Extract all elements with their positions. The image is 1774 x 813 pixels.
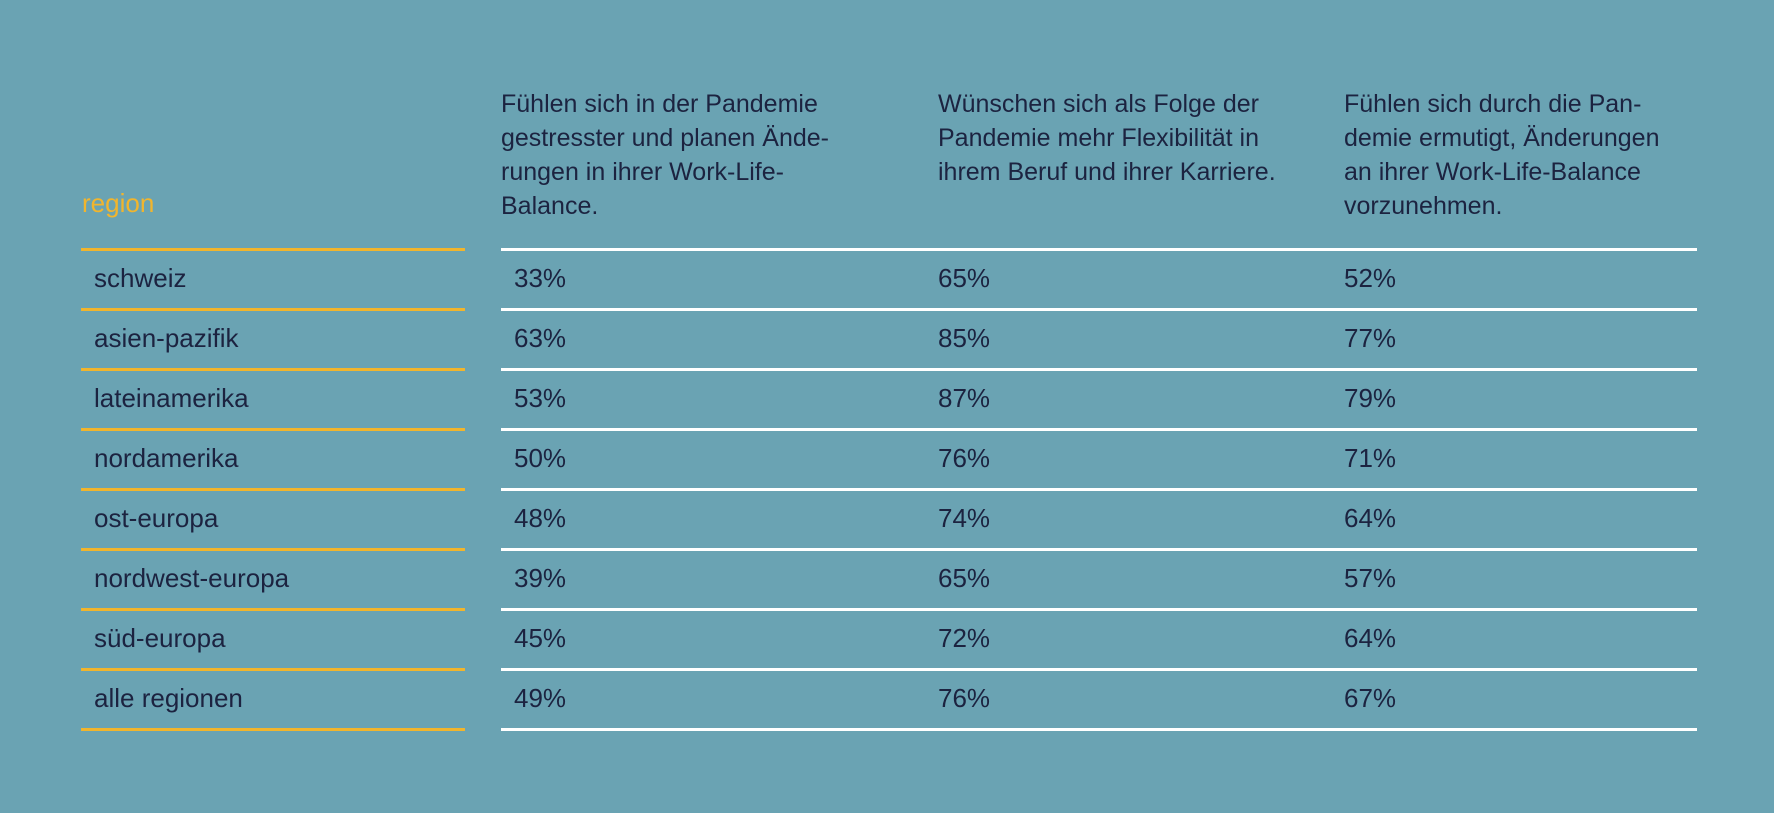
value-cell-col-1: 48% — [514, 503, 567, 533]
value-cell-col-2: 65% — [938, 263, 991, 293]
value-cell-col-2: 76% — [938, 683, 991, 713]
value-cell-col-3: 57% — [1344, 563, 1397, 593]
value-cell-col-3: 79% — [1344, 383, 1397, 413]
row-divider-yellow — [81, 428, 465, 431]
value-cell-col-2: 76% — [938, 443, 991, 473]
row-divider-white — [501, 248, 1697, 251]
value-cell-col-3: 71% — [1344, 443, 1397, 473]
region-label: süd-europa — [94, 623, 226, 653]
row-divider-white — [501, 428, 1697, 431]
value-cell-col-3: 64% — [1344, 503, 1397, 533]
region-label: nordamerika — [94, 443, 239, 473]
row-divider-yellow — [81, 608, 465, 611]
value-cell-col-1: 53% — [514, 383, 567, 413]
row-divider-white — [501, 608, 1697, 611]
row-divider-white — [501, 668, 1697, 671]
row-divider-yellow — [81, 308, 465, 311]
row-divider-yellow — [81, 368, 465, 371]
value-cell-col-1: 39% — [514, 563, 567, 593]
row-divider-yellow — [81, 668, 465, 671]
column-header-2: Wünschen sich als Folge der Pandemie meh… — [938, 90, 1276, 186]
value-cell-col-2: 74% — [938, 503, 991, 533]
value-cell-col-3: 67% — [1344, 683, 1397, 713]
row-divider-yellow — [81, 728, 465, 731]
region-column-header: region — [82, 188, 155, 218]
value-cell-col-1: 63% — [514, 323, 567, 353]
value-cell-col-1: 33% — [514, 263, 567, 293]
value-cell-col-3: 52% — [1344, 263, 1397, 293]
region-label: ost-europa — [94, 503, 219, 533]
row-divider-white — [501, 368, 1697, 371]
value-cell-col-2: 87% — [938, 383, 991, 413]
value-cell-col-3: 64% — [1344, 623, 1397, 653]
value-cell-col-2: 85% — [938, 323, 991, 353]
region-label: lateinamerika — [94, 383, 249, 413]
region-label: nordwest-europa — [94, 563, 290, 593]
column-header-3: Fühlen sich durch die Pan- demie ermutig… — [1344, 90, 1660, 220]
row-divider-yellow — [81, 548, 465, 551]
region-label: alle regionen — [94, 683, 243, 713]
column-header-1: Fühlen sich in der Pandemie gestresster … — [501, 90, 829, 220]
region-label: schweiz — [94, 263, 187, 293]
value-cell-col-2: 72% — [938, 623, 991, 653]
row-divider-white — [501, 308, 1697, 311]
row-divider-white — [501, 488, 1697, 491]
value-cell-col-2: 65% — [938, 563, 991, 593]
row-divider-white — [501, 728, 1697, 731]
region-label: asien-pazifik — [94, 323, 239, 353]
value-cell-col-1: 50% — [514, 443, 567, 473]
value-cell-col-1: 49% — [514, 683, 567, 713]
value-cell-col-1: 45% — [514, 623, 567, 653]
row-divider-yellow — [81, 488, 465, 491]
value-cell-col-3: 77% — [1344, 323, 1397, 353]
row-divider-yellow — [81, 248, 465, 251]
row-divider-white — [501, 548, 1697, 551]
